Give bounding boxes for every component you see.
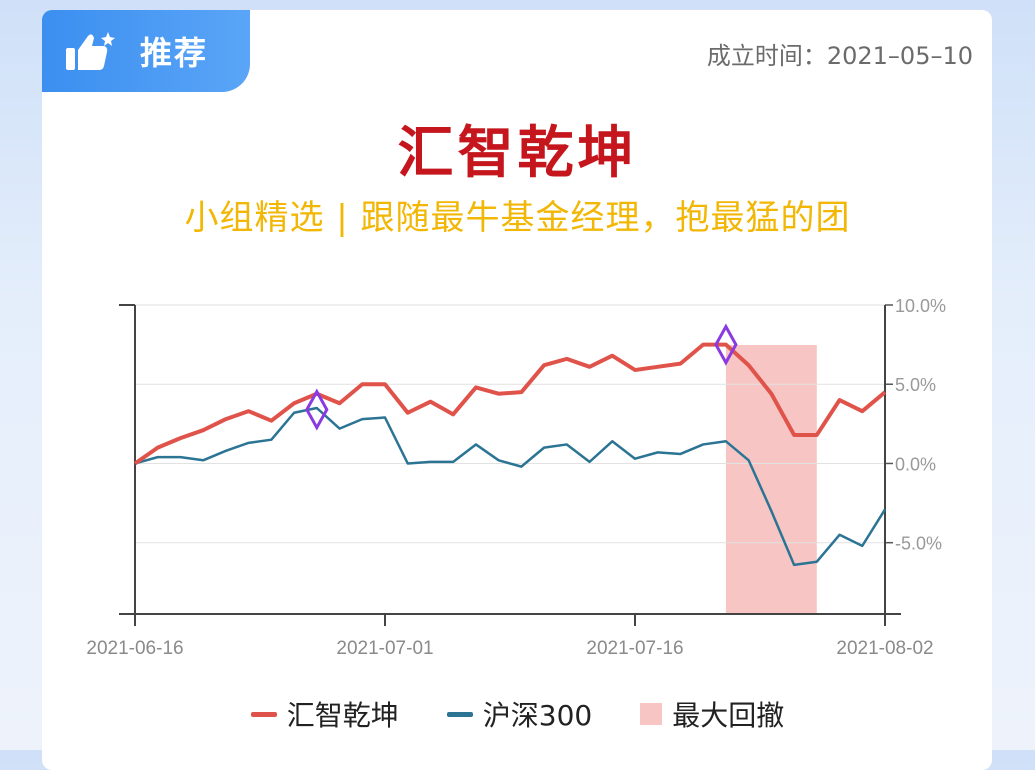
badge-label: 推荐 (140, 34, 209, 72)
legend-label-index: 沪深300 (482, 699, 593, 732)
thumbs-up-icon (66, 32, 115, 70)
legend-swatch-index (446, 711, 473, 717)
fund-subtitle: 小组精选 | 跟随最牛基金经理，抱最猛的团 (184, 198, 851, 238)
performance-chart: 10.0% 5.0% 0.0% -5.0% 2021-06-16 2021-07-01 20… (86, 296, 946, 659)
x-tick-label: 2021-08-02 (836, 638, 933, 659)
legend-label-drawdown: 最大回撤 (672, 699, 785, 732)
chart-legend: 汇智乾坤 沪深300 最大回撤 (0, 694, 1035, 734)
diamond-marker-icon (714, 323, 738, 366)
x-tick-label: 2021-06-16 (86, 638, 183, 659)
y-tick-label: 10.0% (895, 296, 946, 316)
founded-date: 成立时间：2021–05–10 (706, 42, 973, 70)
legend-item-drawdown[interactable]: 最大回撤 (640, 694, 784, 734)
y-tick-label: 5.0% (895, 375, 936, 395)
x-tick-label: 2021-07-16 (586, 638, 683, 659)
legend-swatch-drawdown (640, 703, 663, 725)
recommend-badge: 推荐 (42, 10, 250, 92)
drawdown-band (725, 345, 817, 614)
legend-item-index[interactable]: 沪深300 (446, 694, 593, 734)
y-tick-label: 0.0% (895, 454, 936, 474)
legend-item-fund[interactable]: 汇智乾坤 (250, 694, 399, 734)
series-line-index (134, 406, 887, 567)
series-line-fund (133, 342, 887, 466)
card-background (42, 10, 992, 770)
fund-title: 汇智乾坤 (397, 121, 638, 186)
y-tick-label: -5.0% (895, 534, 942, 554)
x-tick-label: 2021-07-01 (336, 638, 433, 659)
legend-label-fund: 汇智乾坤 (286, 699, 399, 732)
diamond-marker-icon (305, 388, 329, 431)
legend-swatch-fund (250, 711, 277, 717)
